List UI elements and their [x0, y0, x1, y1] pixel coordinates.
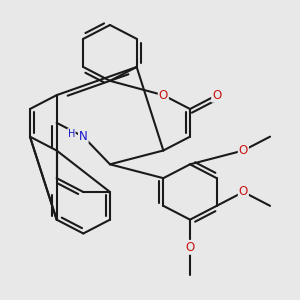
Text: O: O	[239, 144, 248, 157]
Text: O: O	[185, 241, 195, 254]
Text: O: O	[159, 89, 168, 102]
Text: O: O	[212, 89, 221, 102]
Text: N: N	[79, 130, 88, 143]
Text: H: H	[68, 129, 75, 139]
Text: O: O	[239, 185, 248, 199]
